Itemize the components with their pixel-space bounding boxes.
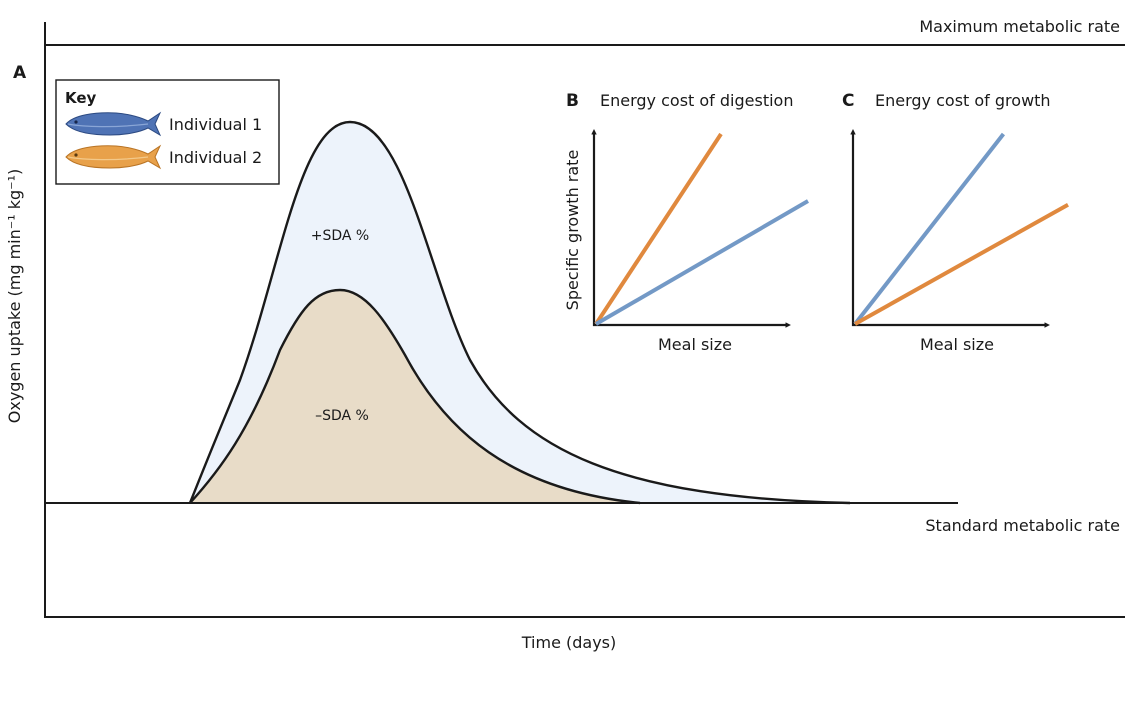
inset-c-lines (853, 132, 1069, 326)
inset-c: C Energy cost of growth Meal size (842, 91, 1069, 354)
key-item-2-label: Individual 2 (169, 148, 262, 167)
y-axis-label: Oxygen uptake (mg min⁻¹ kg⁻¹) (5, 169, 24, 423)
main-plot: Maximum metabolic rate Standard metaboli… (5, 17, 1125, 652)
inset-b: B Energy cost of digestion Specific grow… (563, 91, 810, 354)
panel-label-c: C (842, 91, 854, 111)
inset-b-x-label: Meal size (658, 335, 732, 354)
fish-icon (65, 111, 162, 137)
key-item-1-label: Individual 1 (169, 115, 262, 134)
fish-icon (65, 144, 162, 170)
inset-c-x-label: Meal size (920, 335, 994, 354)
minus-sda-curve (189, 288, 641, 505)
inset-b-line-2 (594, 199, 810, 326)
inset-c-line-1 (853, 132, 1006, 326)
inset-c-title: Energy cost of growth (875, 91, 1051, 110)
inset-b-line-1 (594, 132, 723, 326)
key-box: Key Individual 1 Individual 2 (55, 79, 280, 185)
inset-b-title: Energy cost of digestion (600, 91, 793, 110)
panel-label-a: A (13, 63, 27, 83)
inset-b-lines (594, 132, 810, 326)
standard-metabolic-rate-label: Standard metabolic rate (925, 516, 1120, 535)
plus-sda-curve (188, 120, 851, 505)
maximum-metabolic-rate-label: Maximum metabolic rate (919, 17, 1120, 36)
panel-label-b: B (566, 91, 579, 111)
minus-sda-label: –SDA % (315, 408, 369, 424)
plus-sda-label: +SDA % (311, 228, 369, 244)
inset-c-line-2 (854, 202, 1069, 326)
minus-sda-area (190, 290, 640, 503)
inset-b-y-label: Specific growth rate (563, 150, 582, 311)
key-title: Key (65, 89, 97, 107)
x-axis-label: Time (days) (521, 633, 617, 652)
